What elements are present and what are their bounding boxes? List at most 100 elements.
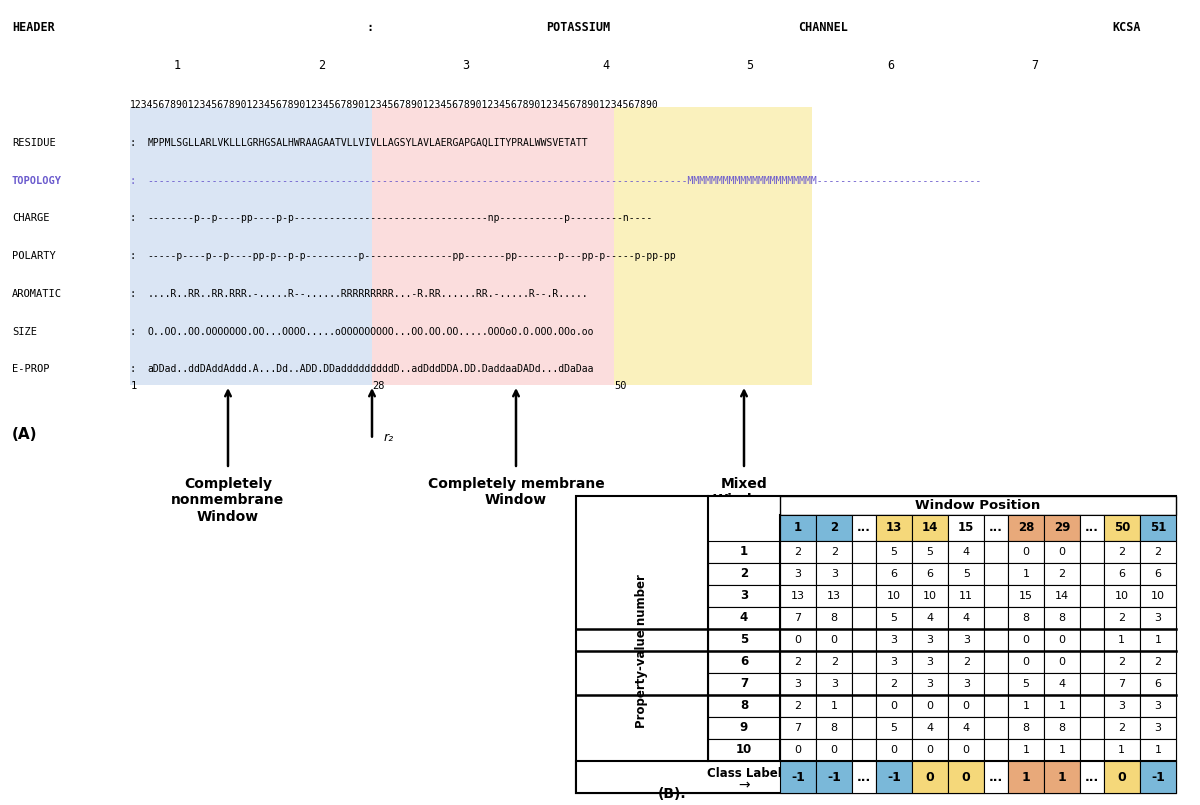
Bar <box>780 629 816 650</box>
Text: SIZE: SIZE <box>12 327 37 336</box>
Bar <box>1104 629 1140 650</box>
Text: 2: 2 <box>962 657 970 667</box>
Bar <box>852 673 876 695</box>
Text: :: : <box>130 213 136 224</box>
Text: 4: 4 <box>1058 679 1066 688</box>
Bar <box>130 107 372 385</box>
Bar <box>1080 563 1104 584</box>
Text: 3: 3 <box>926 634 934 645</box>
Bar <box>816 739 852 761</box>
Text: 2: 2 <box>794 547 802 556</box>
Text: 7: 7 <box>1118 679 1126 688</box>
Bar <box>1008 673 1044 695</box>
Text: 13: 13 <box>827 591 841 601</box>
Text: 8: 8 <box>830 723 838 733</box>
Text: 0: 0 <box>1117 770 1126 783</box>
Bar <box>912 540 948 563</box>
Text: :: : <box>130 251 136 261</box>
Text: 6: 6 <box>1154 679 1162 688</box>
Text: 2: 2 <box>794 700 802 711</box>
Text: aDDad..ddDAddAddd.A...Dd..ADD.DDadddddddddD..adDddDDA.DD.DaddaaDADd...dDaDaa: aDDad..ddDAddAddd.A...Dd..ADD.DDaddddddd… <box>148 364 594 374</box>
Bar <box>948 629 984 650</box>
Bar <box>912 673 948 695</box>
Text: 3: 3 <box>890 634 898 645</box>
Bar <box>876 739 912 761</box>
Bar <box>1104 716 1140 739</box>
Text: 1: 1 <box>174 59 181 72</box>
Text: 6: 6 <box>1118 568 1126 579</box>
Bar <box>708 695 780 716</box>
Bar <box>1044 761 1080 794</box>
Bar <box>948 515 984 540</box>
Text: 0: 0 <box>926 745 934 754</box>
Text: 2: 2 <box>740 567 748 580</box>
Text: -1: -1 <box>887 770 901 783</box>
Text: ...: ... <box>989 770 1003 783</box>
Bar <box>912 584 948 606</box>
Bar <box>984 515 1008 540</box>
Bar <box>1080 716 1104 739</box>
Bar <box>876 761 912 794</box>
Text: 3: 3 <box>926 679 934 688</box>
Bar <box>912 739 948 761</box>
Bar <box>948 761 984 794</box>
Text: 0: 0 <box>1058 634 1066 645</box>
Text: Window Position: Window Position <box>916 499 1040 512</box>
Text: 15: 15 <box>1019 591 1033 601</box>
Text: 4: 4 <box>926 723 934 733</box>
Bar <box>852 695 876 716</box>
Text: 8: 8 <box>1022 723 1030 733</box>
Bar <box>876 563 912 584</box>
Text: 2: 2 <box>1154 657 1162 667</box>
Bar <box>1044 540 1080 563</box>
Text: 28: 28 <box>1018 522 1034 535</box>
Text: 10: 10 <box>887 591 901 601</box>
Bar <box>948 650 984 673</box>
Text: O..OO..OO.OOOOOOO.OO...OOOO.....oOOOOOOOOO...OO.OO.OO.....OOOoO.O.OOO.OOo.oo: O..OO..OO.OOOOOOO.OO...OOOO.....oOOOOOOO… <box>148 327 594 336</box>
Text: -1: -1 <box>1151 770 1165 783</box>
Bar <box>1008 563 1044 584</box>
Bar <box>1104 540 1140 563</box>
Bar <box>1044 629 1080 650</box>
Bar <box>948 716 984 739</box>
Bar <box>852 540 876 563</box>
Text: 1: 1 <box>1058 700 1066 711</box>
Text: 13: 13 <box>791 591 805 601</box>
Bar <box>912 761 948 794</box>
Bar <box>708 739 780 761</box>
Text: Property-value number: Property-value number <box>636 574 648 728</box>
Text: HEADER: HEADER <box>12 21 55 34</box>
Text: 5: 5 <box>740 633 748 646</box>
Bar <box>1140 673 1176 695</box>
Bar <box>1080 673 1104 695</box>
Bar <box>1008 606 1044 629</box>
Bar <box>912 695 948 716</box>
Text: 3: 3 <box>926 657 934 667</box>
Bar <box>948 540 984 563</box>
Bar <box>816 716 852 739</box>
Text: Completely membrane
Window: Completely membrane Window <box>427 477 605 507</box>
Bar <box>816 515 852 540</box>
Text: 0: 0 <box>1058 657 1066 667</box>
Text: 2: 2 <box>1118 613 1126 622</box>
Text: 12345678901234567890123456789012345678901234567890123456789012345678901234567890: 1234567890123456789012345678901234567890… <box>130 101 659 110</box>
Text: (A): (A) <box>12 427 37 442</box>
Text: 0: 0 <box>1058 547 1066 556</box>
Bar <box>1080 650 1104 673</box>
Text: 7: 7 <box>794 613 802 622</box>
Text: CHANNEL: CHANNEL <box>798 21 848 34</box>
Bar <box>912 515 948 540</box>
Text: 1: 1 <box>1022 568 1030 579</box>
Text: 15: 15 <box>958 522 974 535</box>
Bar <box>852 563 876 584</box>
Text: 1: 1 <box>1118 634 1126 645</box>
Text: :: : <box>130 175 136 186</box>
Bar <box>1008 515 1044 540</box>
Text: 4: 4 <box>926 613 934 622</box>
Text: --------------------------------------------------------------------------------: ----------------------------------------… <box>148 175 982 186</box>
Bar <box>948 695 984 716</box>
Bar <box>1044 673 1080 695</box>
Text: 0: 0 <box>926 700 934 711</box>
Bar <box>708 650 780 673</box>
Text: 28: 28 <box>372 381 384 391</box>
